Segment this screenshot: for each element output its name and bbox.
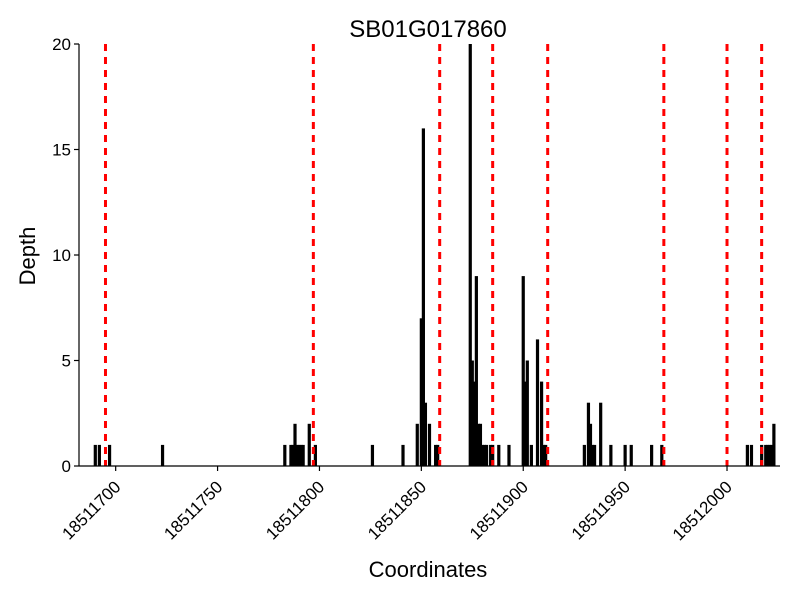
depth-bar xyxy=(313,444,317,466)
depth-bar xyxy=(295,444,299,466)
x-tick-label: 18511850 xyxy=(364,477,430,543)
depth-bar xyxy=(289,444,293,466)
depth-bar xyxy=(482,444,487,466)
depth-bar xyxy=(544,444,548,466)
depth-bar xyxy=(434,444,438,466)
depth-bar xyxy=(609,444,613,466)
depth-bar xyxy=(97,444,101,466)
depth-bar xyxy=(472,381,476,466)
depth-bar xyxy=(283,444,287,466)
depth-bar xyxy=(650,444,654,466)
depth-bar xyxy=(468,44,472,466)
depth-bar xyxy=(660,444,664,466)
y-tick-label: 0 xyxy=(62,457,71,476)
x-tick-label: 18511700 xyxy=(58,477,124,543)
depth-bar xyxy=(588,423,593,466)
depth-bar xyxy=(415,423,419,466)
depth-bar xyxy=(582,444,586,466)
depth-bar xyxy=(419,318,423,466)
depth-bar xyxy=(291,444,295,466)
depth-bar xyxy=(525,360,529,466)
depth-bar xyxy=(480,444,485,466)
depth-bar xyxy=(307,423,311,466)
depth-bar xyxy=(297,444,301,466)
depth-bar xyxy=(478,423,483,466)
depth-bar xyxy=(760,444,764,466)
depth-bar xyxy=(764,444,768,466)
depth-bar xyxy=(529,444,533,466)
depth-bar xyxy=(768,444,772,466)
depth-bar xyxy=(489,444,493,466)
depth-bar xyxy=(293,423,297,466)
depth-bar xyxy=(507,444,511,466)
depth-bar xyxy=(484,444,489,466)
x-tick-label: 18511900 xyxy=(466,477,532,543)
depth-bar xyxy=(586,402,591,466)
depth-bar xyxy=(474,276,478,466)
depth-bar xyxy=(160,444,165,466)
depth-bar xyxy=(421,128,425,466)
x-axis-label: Coordinates xyxy=(369,557,488,582)
depth-bar xyxy=(599,402,603,466)
depth-bar xyxy=(770,444,774,466)
depth-bar xyxy=(523,381,527,466)
x-tick-label: 18512000 xyxy=(669,477,736,544)
depth-bar xyxy=(592,444,597,466)
depth-bar xyxy=(521,276,525,466)
depth-bar xyxy=(491,444,495,466)
depth-bar xyxy=(629,444,633,466)
depth-bar xyxy=(470,360,474,466)
y-tick-label: 20 xyxy=(52,35,71,54)
depth-bar xyxy=(749,444,754,466)
depth-bar xyxy=(772,423,776,466)
depth-bar xyxy=(436,444,440,466)
x-tick-label: 18511950 xyxy=(568,477,634,543)
chart-title: SB01G017860 xyxy=(349,16,506,43)
depth-bar xyxy=(401,444,405,466)
depth-bar xyxy=(539,381,544,466)
depth-bar xyxy=(423,402,428,466)
y-tick-label: 5 xyxy=(62,352,71,371)
depth-bar xyxy=(107,444,112,466)
depth-bar xyxy=(542,444,546,466)
depth-bar xyxy=(301,444,305,466)
depth-bar xyxy=(476,423,481,466)
y-tick-label: 15 xyxy=(52,141,71,160)
y-axis-label: Depth xyxy=(15,227,40,286)
depth-bar xyxy=(497,444,501,466)
depth-bar xyxy=(370,444,375,466)
depth-bar xyxy=(299,444,303,466)
depth-bar xyxy=(623,444,627,466)
depth-bar xyxy=(766,444,770,466)
x-tick-label: 18511800 xyxy=(262,477,328,543)
depth-bar xyxy=(427,423,432,466)
depth-bar xyxy=(93,444,97,466)
x-tick-label: 18511750 xyxy=(160,477,226,543)
y-tick-label: 10 xyxy=(52,246,71,265)
depth-bar xyxy=(745,444,749,466)
depth-bar xyxy=(535,339,540,466)
depth-bar xyxy=(590,444,595,466)
plot-area: 0 5 10 15 20 18511700 18511750 18511800 18511850… xyxy=(52,35,780,544)
